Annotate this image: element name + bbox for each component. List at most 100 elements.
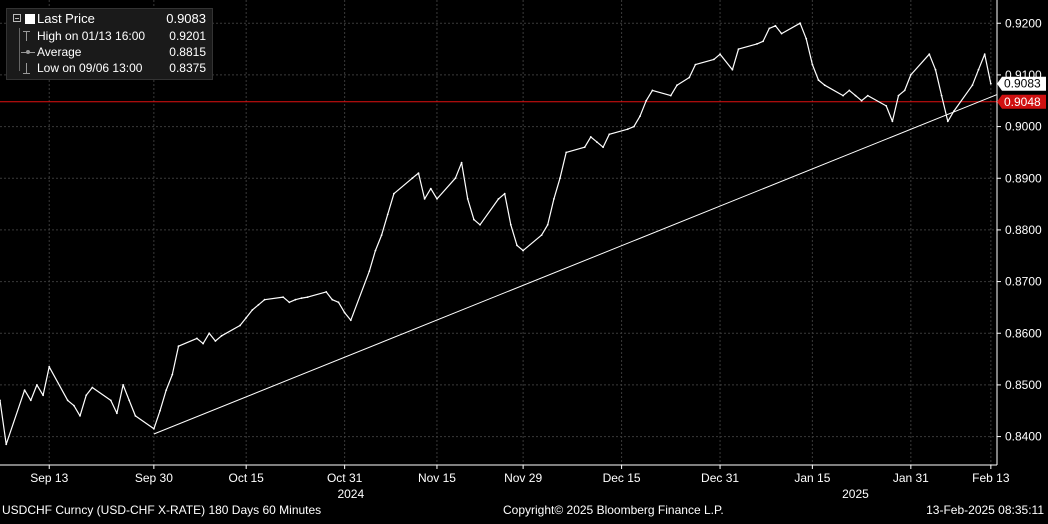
low-marker-icon: [13, 60, 33, 75]
price-point: [688, 76, 691, 79]
price-point: [780, 32, 783, 35]
x-tick-label: Feb 13: [972, 471, 1010, 485]
price-point: [596, 141, 598, 144]
price-point: [817, 79, 820, 81]
footer-security-description: USDCHF Curncy (USD-CHF X-RATE) 180 Days …: [2, 503, 322, 517]
legend-low-value: 0.8375: [169, 61, 206, 75]
price-point: [891, 120, 894, 123]
price-point: [134, 415, 137, 417]
price-point: [731, 68, 734, 71]
price-point: [946, 120, 949, 123]
price-point: [989, 82, 992, 85]
price-point: [429, 187, 432, 190]
price-point: [0, 399, 1, 402]
price-point: [540, 234, 543, 237]
price-point: [263, 298, 266, 301]
price-point: [940, 94, 943, 97]
level-price-tag-box: [997, 94, 1046, 109]
price-point: [768, 27, 771, 30]
footer-copyright: Copyright© 2025 Bloomberg Finance L.P.: [503, 503, 724, 517]
price-point: [497, 198, 500, 200]
price-point: [854, 94, 857, 97]
x-tick-label: Nov 29: [504, 471, 542, 485]
y-tick-label: 0.8400: [1005, 430, 1042, 444]
legend-row-last-price: Last Price 0.9083: [7, 11, 212, 27]
y-tick-label: 0.9000: [1005, 120, 1042, 134]
price-point: [694, 63, 697, 66]
price-point: [282, 296, 284, 298]
x-tick-label: Jan 15: [794, 471, 830, 485]
last-price-tag-box: [997, 76, 1046, 91]
price-point: [639, 115, 641, 118]
legend-low-label: Low on 09/06 13:00: [37, 61, 143, 75]
price-point: [719, 53, 721, 56]
price-point: [553, 198, 555, 200]
price-point: [386, 213, 389, 216]
price-point: [897, 94, 900, 97]
legend-row-high: High on 01/13 16:00 0.9201: [7, 28, 212, 45]
x-tick-label: Nov 15: [418, 471, 456, 485]
price-point: [516, 244, 518, 247]
price-point: [934, 68, 937, 71]
x-tick-label: Sep 13: [30, 471, 68, 485]
price-point: [909, 74, 912, 76]
price-point: [522, 249, 524, 252]
price-point: [159, 409, 161, 412]
last-price-tag: 0.9083: [997, 76, 1046, 91]
price-point: [153, 427, 155, 430]
price-point: [423, 198, 426, 200]
legend-high-label: High on 01/13 16:00: [37, 29, 146, 43]
x-tick-label: Sep 30: [135, 471, 173, 485]
price-point: [602, 146, 604, 149]
price-point: [214, 340, 217, 342]
legend-expand-icon[interactable]: [13, 14, 35, 26]
price-point: [288, 301, 291, 304]
price-point: [645, 99, 648, 102]
price-point: [325, 291, 328, 293]
price-point: [503, 192, 506, 195]
price-point: [977, 68, 980, 71]
footer-timestamp: 13-Feb-2025 08:35:11: [926, 503, 1044, 517]
x-year-label: 2025: [842, 487, 869, 501]
y-tick-label: 0.8900: [1005, 171, 1042, 185]
price-point: [903, 89, 906, 92]
level-price-tag-label: 0.9048: [1004, 95, 1041, 109]
price-point: [380, 234, 383, 237]
price-point: [349, 319, 352, 322]
legend-row-low: Low on 09/06 13:00 0.8375: [7, 60, 212, 76]
price-point: [220, 334, 223, 337]
price-point: [651, 89, 654, 92]
price-point: [509, 223, 512, 226]
x-tick-label: Jan 31: [893, 471, 929, 485]
legend-high-value: 0.9201: [169, 29, 206, 43]
price-point: [48, 365, 51, 368]
price-point: [374, 249, 377, 252]
price-point: [559, 177, 561, 180]
x-tick-label: Dec 15: [603, 471, 641, 485]
price-point: [177, 345, 180, 348]
price-point: [546, 223, 549, 226]
price-point: [36, 384, 38, 386]
price-point: [473, 218, 475, 221]
price-series-line: [0, 22, 992, 445]
grid-layer: [0, 0, 997, 465]
price-point: [866, 94, 869, 97]
price-point: [42, 394, 44, 397]
average-marker-icon: [13, 44, 35, 61]
price-point: [300, 297, 303, 299]
chart-legend: Last Price 0.9083 High on 01/13 16:00 0.…: [6, 8, 213, 80]
price-point: [208, 332, 211, 335]
price-point: [885, 105, 888, 107]
price-point: [762, 40, 764, 43]
price-point: [245, 316, 248, 319]
legend-row-average: Average 0.8815: [7, 44, 212, 61]
x-year-label: 2024: [337, 487, 364, 501]
price-point: [257, 303, 260, 306]
price-point: [608, 133, 611, 136]
y-tick-label: 0.8700: [1005, 275, 1042, 289]
price-point: [29, 399, 32, 402]
price-point: [411, 177, 414, 180]
price-point: [928, 53, 931, 56]
price-point: [466, 198, 469, 200]
